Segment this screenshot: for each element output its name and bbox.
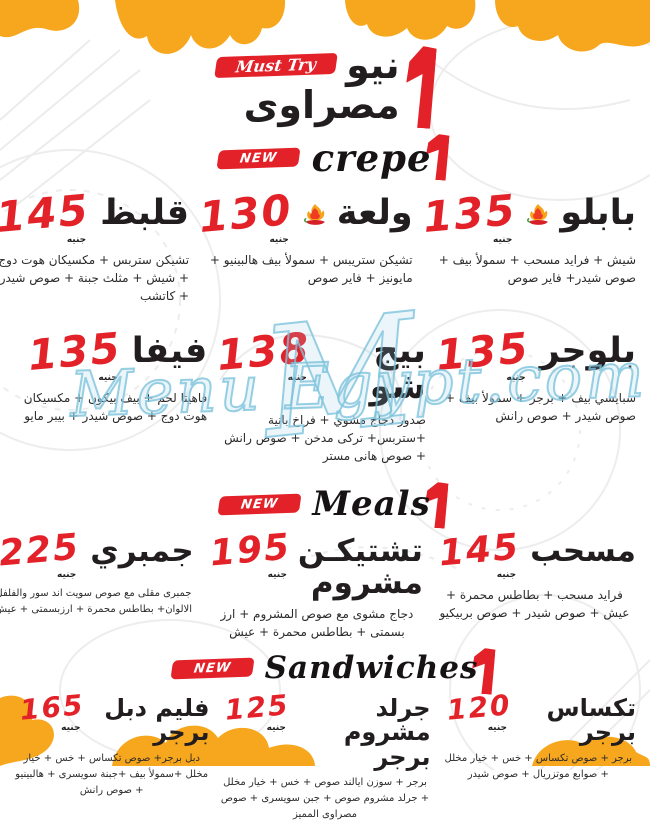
- brand-title-line1: نيو: [346, 43, 400, 87]
- item-description: تشيكن ستربس + مكسيكان هوت دوج + شيش + مث…: [0, 252, 190, 303]
- section-header-crepe: NEW crepe: [0, 136, 650, 180]
- item-description: شيش + فرايد مسحب + سمولأ بيف + صوص شيدر+…: [438, 252, 636, 285]
- menu-item-texas-burger: تكساس برجر 120 جنيه برجر + صوص تكساس + خ…: [441, 688, 637, 823]
- item-price: 145 جنيه: [437, 526, 522, 580]
- section-header-sandwiches: NEW Sandwiches: [0, 650, 650, 686]
- menu-item-grilled-mushroom-burger: جرلد مشروم برجر 125 جنيه برجر + سوزن ايا…: [219, 688, 432, 823]
- item-price: 195 جنيه: [208, 526, 293, 580]
- section-title-sandwiches: Sandwiches: [264, 650, 479, 686]
- menu-item-blogger: بلوجر 135 جنيه سبايسي بيف + برجر + سمولأ…: [433, 323, 637, 476]
- section-title-crepe: crepe: [311, 136, 432, 180]
- item-name: فليم دبل برجر: [104, 694, 210, 747]
- item-price: 125 جنيه: [224, 688, 292, 733]
- menu-item-fifa: فيفا 135 جنيه فاهيتا لحم + بيف بيكون + م…: [14, 323, 209, 476]
- item-price: 130 جنيه: [197, 185, 295, 245]
- item-description: فاهيتا لحم + بيف بيكون + مكسيكان هوت دوج…: [23, 390, 208, 423]
- item-description: دبل برجر+ صوص تكساس + خس + خيار مخلل +سم…: [15, 752, 209, 796]
- item-name: جمبري: [90, 533, 194, 569]
- new-badge: NEW: [217, 493, 302, 515]
- brand-title-line2: مصراوى: [243, 83, 400, 127]
- item-name: بلوجر: [539, 331, 637, 371]
- yellow-drip-top: [0, 0, 650, 76]
- menu-item-flame-double-burger: فليم دبل برجر 165 جنيه دبل برجر+ صوص تكس…: [14, 688, 210, 823]
- item-description: فرايد مسحب + بطاطس محمرة + عيش + صوص شيد…: [439, 587, 630, 620]
- menu-item-gambari: جمبري 225 جنيه جمبرى مقلى مع صوص سويت ان…: [0, 526, 195, 646]
- item-name: تشتيكـن مشروم: [297, 533, 424, 601]
- menu-item-wal3a: ولعة 130 جنيه تشيكن ستريبس + سمولأ بيف ه…: [197, 185, 414, 334]
- background-food-doodles: [0, 19, 650, 786]
- item-name: تكساس برجر: [546, 694, 637, 747]
- item-description: دجاج مشوى مع صوص المشروم + ارز بسمتى + ب…: [220, 607, 414, 640]
- yellow-blob-bottom: [0, 686, 650, 770]
- item-description: تشيكن ستريبس + سمولأ بيف هالبينيو + مايو…: [209, 252, 413, 285]
- menu-item-bigshow: بيج شو 138 جنيه صدور دجاج مشوي + فراخ با…: [215, 323, 427, 476]
- item-price: 225 جنيه: [0, 526, 82, 580]
- item-price: 135 جنيه: [26, 323, 124, 383]
- section-title-meals: Meals: [312, 484, 431, 524]
- new-badge: NEW: [169, 657, 255, 679]
- red-one-accent-icon: [403, 45, 437, 129]
- menu-item-mosahab: مسحب 145 جنيه فرايد مسحب + بطاطس محمرة +…: [433, 526, 637, 646]
- item-description: سبايسي بيف + برجر + سمولأ بيف + صوص شيدر…: [444, 390, 636, 423]
- menu-item-bablo: بابلو 135 جنيه شيش + فرايد مسحب + سمولأ …: [420, 185, 637, 334]
- item-name: بابلو: [560, 193, 637, 233]
- chili-flame-icon: [303, 204, 327, 230]
- item-name: جرلد مشروم برجر: [343, 694, 432, 771]
- must-try-badge: Must Try: [214, 52, 338, 78]
- brand-header: Must Try نيو مصراوى: [0, 0, 650, 128]
- item-name: ولعة: [336, 193, 414, 233]
- item-description: برجر + صوص تكساس + خس + خيار مخلل + صواب…: [444, 752, 633, 780]
- item-description: جمبرى مقلى مع صوص سويت اند سور والفلفل ا…: [0, 587, 193, 615]
- chili-flame-icon: [526, 204, 550, 230]
- item-description: صدور دجاج مشوي + فراخ بانية +ستربس+ تركى…: [224, 413, 426, 464]
- menu-item-qalbaz: قلبظ 145 جنيه تشيكن ستربس + مكسيكان هوت …: [0, 185, 190, 334]
- item-price: 138 جنيه: [215, 323, 313, 383]
- item-price: 120 جنيه: [445, 688, 513, 733]
- item-price: 145 جنيه: [0, 185, 93, 245]
- item-price: 165 جنيه: [18, 688, 86, 733]
- item-name: مسحب: [530, 533, 637, 569]
- item-price: 135 جنيه: [420, 185, 519, 245]
- menu-item-chicken-mushroom: تشتيكـن مشروم 195 جنيه دجاج مشوى مع صوص …: [204, 526, 424, 646]
- item-name: قلبظ: [100, 193, 190, 233]
- item-price: 135 جنيه: [433, 323, 532, 383]
- item-name: بيج شو: [369, 331, 427, 407]
- item-description: برجر + سوزن ايالند صوص + خس + خيار مخلل …: [220, 777, 430, 821]
- section-header-meals: NEW Meals: [0, 484, 650, 524]
- new-badge: NEW: [216, 147, 302, 169]
- item-name: فيفا: [131, 331, 209, 371]
